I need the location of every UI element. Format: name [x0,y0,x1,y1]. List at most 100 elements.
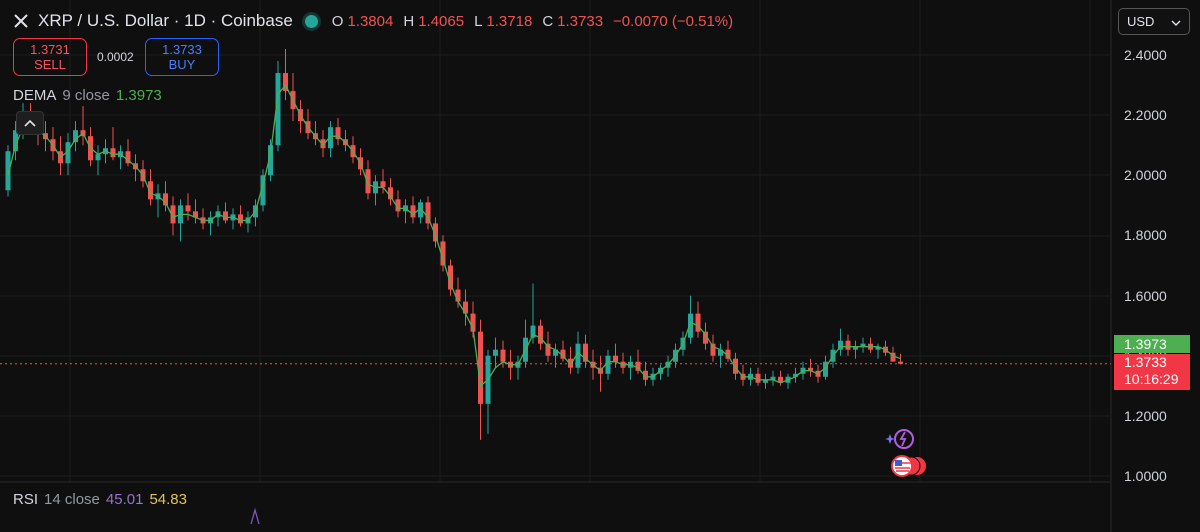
candle-body [763,379,768,383]
candle [283,48,288,101]
price-axis-label: 1.0000 [1124,468,1167,484]
candle [838,328,843,356]
candle-body [643,370,648,380]
dema-price-tag: 1.3973 [1114,335,1190,353]
open-value: 1.3804 [347,12,394,30]
candle-body [725,349,731,359]
candle [448,259,453,296]
candle-body [605,355,611,374]
price-axis-label: 1.6000 [1124,287,1167,304]
candle-body [478,331,483,404]
candle [418,199,423,224]
low-key: L [474,12,483,30]
candle-body [718,349,723,356]
candle-body [890,352,896,362]
candle-body [65,142,71,164]
candle [388,178,393,206]
candle [395,190,401,218]
buy-button[interactable]: 1.3733 BUY [145,38,219,76]
price-axis-label: 2.4000 [1124,47,1167,63]
candle-body [193,211,198,218]
candle [88,127,93,167]
candle-body [853,346,858,350]
candle-body [238,214,243,224]
candle-body [613,355,618,362]
candle [268,139,273,182]
candle [898,353,903,365]
candle [853,340,858,359]
dema-legend[interactable]: DEMA 9 close 1.3973 [13,87,162,104]
candle [440,235,446,272]
spread-value: 0.0002 [97,50,134,64]
candle [178,199,183,242]
high-value: 1.4065 [418,12,465,30]
candle-body [13,130,18,152]
price-axis-label: 1.2000 [1124,407,1167,424]
candle-body [260,175,266,206]
candle-body [733,358,738,374]
candle [628,355,633,380]
candle-body [875,346,881,350]
last-price-tag: 1.3733 10:16:29 [1114,354,1190,390]
candle-body [635,361,641,371]
candle [208,211,213,236]
currency-label: USD [1127,14,1155,29]
candle-body [710,343,716,356]
candle [245,211,251,233]
bar-countdown: 10:16:29 [1124,371,1179,387]
candle [410,196,416,224]
candle [275,61,281,152]
candle-body [5,151,11,191]
ai-spark-icon[interactable] [884,427,916,456]
candle-body [770,376,776,380]
high-key: H [403,12,415,30]
currency-select[interactable]: USD [1118,8,1190,35]
candle [13,121,18,161]
candle [845,334,851,356]
candle-body [440,241,446,266]
xrp-logo-icon [12,12,30,30]
candle [643,361,648,386]
candle [733,352,738,380]
candle [583,334,588,368]
symbol-title[interactable]: XRP / U.S. Dollar · 1D · Coinbase [38,11,293,30]
candle-body [163,193,168,206]
candle-body [170,205,176,224]
candle [598,355,603,392]
candle [365,160,371,200]
candle [538,319,543,350]
candle-body [470,313,476,332]
candle [635,349,641,374]
market-status-icon[interactable] [304,14,318,28]
candle [568,346,573,374]
candle-body [530,325,536,338]
candle [770,370,776,386]
candle-body [695,313,701,332]
sell-button[interactable]: 1.3731 SELL [13,38,87,76]
ohlc-values: O 1.3804 H 1.4065 L 1.3718 C 1.3733 −0.0070 … [332,13,739,30]
rsi-name: RSI [13,491,39,508]
candle [193,199,198,224]
candle [695,301,701,338]
candle-body [268,145,273,176]
candle-body [808,367,813,371]
collapse-legend-button[interactable] [16,111,44,135]
us-economic-events-icon[interactable] [889,454,929,483]
candle [463,289,468,326]
candle-body [185,205,191,212]
candle [605,349,611,380]
candle-body [395,199,401,212]
rsi-params: 14 close [44,491,100,508]
candle-body [575,343,581,368]
chevron-down-icon [1171,14,1181,29]
dema-value: 1.3973 [115,87,162,104]
rsi-legend[interactable]: RSI 14 close 45.01 54.83 [13,491,187,508]
candle [118,145,123,170]
open-key: O [331,12,344,30]
candle-body [410,205,416,218]
candle [230,208,236,230]
candle-body [425,202,431,224]
candle [808,358,813,377]
candle-body [95,154,101,161]
